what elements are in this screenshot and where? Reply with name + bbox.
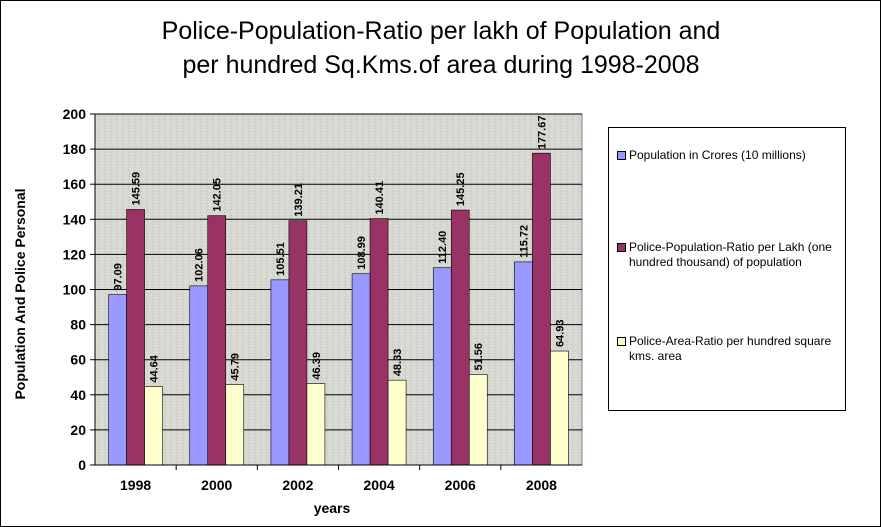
data-label: 44.64 [149, 354, 161, 382]
data-label: 145.25 [455, 172, 467, 206]
y-tick-label: 140 [63, 211, 87, 227]
data-label: 102.06 [194, 248, 206, 282]
bar [225, 384, 245, 466]
y-tick-label: 60 [70, 352, 86, 368]
legend-swatch-police-area-ratio [617, 337, 626, 346]
legend-swatch-population [617, 151, 626, 160]
legend-item-population: Population in Crores (10 millions) [617, 148, 839, 163]
bar [450, 209, 470, 466]
x-tick-label: 1998 [120, 477, 151, 493]
data-label: 105.51 [275, 242, 287, 276]
y-tick-label: 0 [78, 457, 86, 473]
x-tick-label: 2000 [201, 477, 232, 493]
data-label: 115.72 [518, 225, 530, 258]
bar [387, 379, 407, 466]
data-label: 108.99 [356, 236, 368, 270]
data-label: 140.41 [374, 181, 386, 215]
x-tick-label: 2006 [445, 477, 476, 493]
bar [126, 209, 145, 466]
chart-title-line-2: per hundred Sq.Kms.of area during 1998-2… [182, 51, 700, 79]
bar [144, 386, 163, 466]
data-label: 112.40 [437, 231, 449, 264]
legend-item-police-area-ratio: Police-Area-Ratio per hundred square kms… [617, 334, 839, 364]
bar [288, 220, 308, 466]
bar [514, 261, 533, 466]
chart-title-line-1: Police-Population-Ratio per lakh of Popu… [161, 17, 721, 45]
legend-label-police-area-ratio: Police-Area-Ratio per hundred square kms… [629, 334, 832, 363]
bar [468, 374, 488, 466]
bar [369, 218, 389, 466]
y-tick-label: 80 [70, 317, 86, 333]
bar [532, 152, 551, 466]
bar [550, 350, 569, 466]
data-label: 142.05 [212, 178, 224, 212]
bar [432, 267, 452, 466]
y-axis-label: Population And Police Personal [12, 188, 28, 399]
y-tick-label: 200 [63, 106, 87, 122]
data-label: 64.93 [554, 320, 566, 348]
legend-label-population: Population in Crores (10 millions) [629, 148, 806, 162]
legend-label-police-population-ratio: Police-Population-Ratio per Lakh (one hu… [629, 240, 832, 269]
data-label: 97.09 [113, 263, 125, 291]
y-tick-label: 100 [63, 282, 87, 298]
data-label: 145.59 [131, 172, 143, 206]
data-label: 46.39 [311, 352, 323, 380]
x-tick-label: 2002 [282, 477, 313, 493]
axes: 0 20 40 60 80 100 120 140 160 180 200 1998 2000 2002 2… [63, 106, 582, 493]
legend-item-police-population-ratio: Police-Population-Ratio per Lakh (one hu… [617, 240, 839, 270]
data-label: 48.33 [392, 349, 404, 377]
bar [189, 285, 209, 466]
x-tick-label: 2008 [526, 477, 557, 493]
bar [306, 383, 326, 466]
bar [108, 294, 127, 466]
x-tick-label: 2004 [364, 477, 395, 493]
bars: 97.09 145.59 44.64 102.06 142.05 45.79 105.51 1… [108, 116, 569, 466]
y-tick-label: 40 [70, 387, 86, 403]
data-label: 51.56 [473, 343, 485, 371]
bar [207, 215, 227, 466]
y-tick-label: 120 [63, 246, 87, 262]
bar [351, 273, 371, 466]
gridlines [95, 113, 582, 431]
y-tick-label: 20 [70, 422, 86, 438]
legend: Population in Crores (10 millions) Polic… [608, 127, 846, 411]
data-label: 45.79 [230, 353, 242, 381]
bar [270, 279, 290, 466]
legend-swatch-police-population-ratio [617, 243, 626, 252]
y-tick-label: 180 [63, 141, 87, 157]
data-label: 177.67 [536, 116, 548, 150]
y-tick-label: 160 [63, 176, 87, 192]
x-axis-label: years [314, 500, 351, 516]
data-label: 139.21 [293, 183, 305, 217]
